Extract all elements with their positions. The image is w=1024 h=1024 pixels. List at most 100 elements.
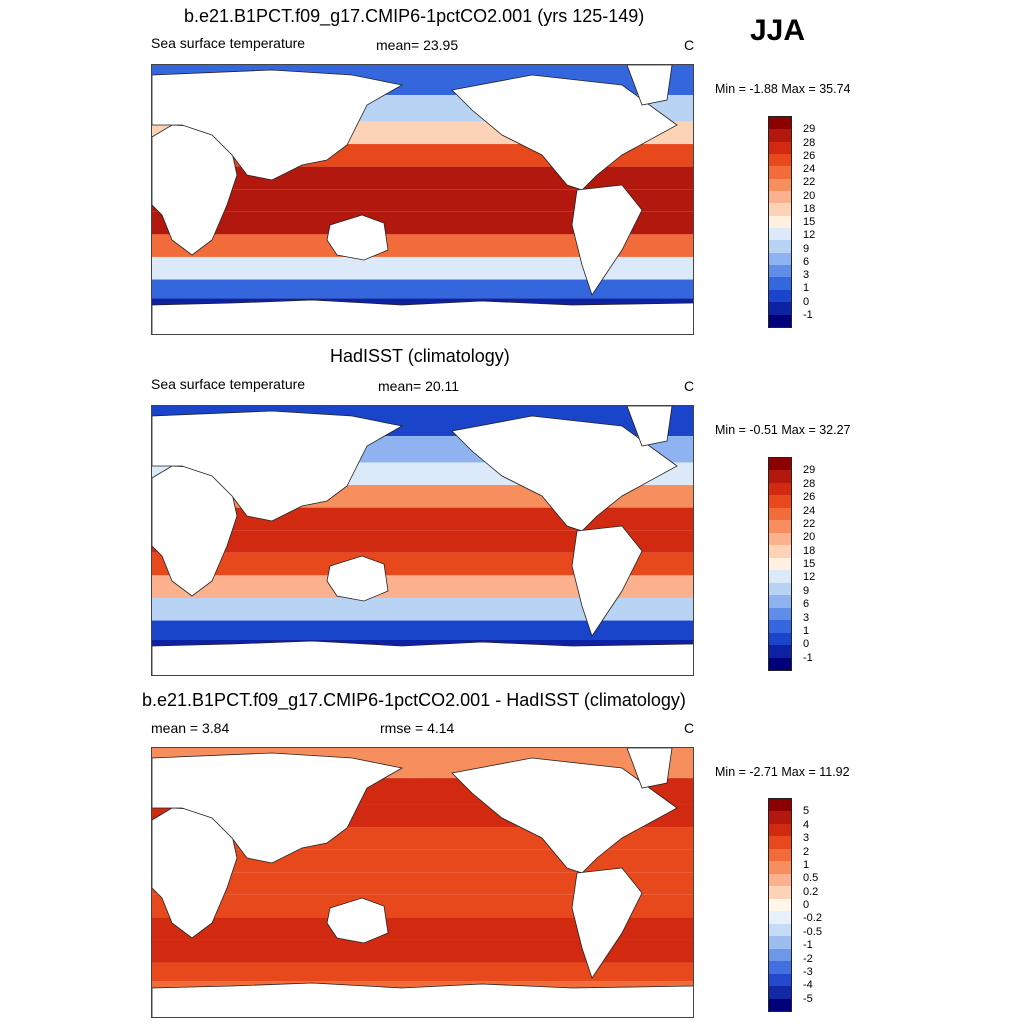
sst-band — [152, 620, 693, 640]
sst-band — [152, 189, 693, 212]
panel-2-colorbar — [768, 457, 792, 671]
sst-band — [152, 939, 693, 963]
colorbar-tick-label: 18 — [803, 544, 816, 557]
colorbar-swatch — [769, 154, 791, 167]
panel-2-mean-label: mean= 20.11 — [378, 378, 460, 394]
colorbar-tick-label: 3 — [803, 611, 810, 624]
colorbar-tick-label: 0.5 — [803, 872, 819, 885]
colorbar-swatch — [769, 178, 791, 192]
colorbar-tick-label: 20 — [803, 189, 816, 202]
panel-2-units-label: C — [684, 378, 695, 394]
land-mass — [152, 640, 693, 675]
colorbar-tick-label: 3 — [803, 832, 810, 845]
land-mass — [152, 299, 693, 334]
season-label: JJA — [750, 14, 806, 47]
colorbar-tick-label: 1 — [803, 624, 810, 637]
panel-2-title: HadISST (climatology) — [330, 346, 510, 366]
colorbar-tick-label: 15 — [803, 216, 816, 228]
colorbar-swatch — [769, 215, 791, 229]
colorbar-tick-label: -3 — [803, 965, 813, 978]
colorbar-tick-label: 26 — [803, 149, 816, 162]
colorbar-swatch — [769, 470, 791, 483]
colorbar-swatch — [769, 495, 791, 508]
colorbar-tick-label: 22 — [803, 517, 816, 530]
colorbar-swatch — [769, 836, 791, 849]
colorbar-swatch — [769, 203, 791, 216]
colorbar-tick-label: 0 — [803, 899, 810, 911]
colorbar-tick-label: 9 — [803, 584, 810, 597]
colorbar-tick-label: 26 — [803, 491, 816, 504]
colorbar-tick-label: 0 — [803, 295, 810, 308]
colorbar-tick-label: 0.2 — [803, 885, 819, 898]
sst-band — [152, 279, 693, 299]
colorbar-swatch — [769, 861, 791, 874]
colorbar-swatch — [769, 289, 791, 303]
colorbar-swatch — [769, 948, 791, 962]
land-mass — [626, 748, 673, 789]
colorbar-tick-label: -0.5 — [803, 925, 822, 938]
colorbar-swatch — [769, 265, 791, 278]
panel-3-mean-label: mean = 3.84 — [151, 720, 230, 736]
colorbar-tick-label: 28 — [803, 136, 816, 149]
colorbar-swatch — [769, 507, 791, 521]
colorbar-tick-label: 24 — [803, 163, 816, 175]
land-mass — [571, 184, 643, 296]
land-mass — [626, 65, 673, 106]
colorbar-tick-label: -0.2 — [803, 912, 822, 925]
panel-1-units-label: C — [684, 37, 695, 53]
land-mass — [571, 525, 643, 637]
colorbar-tick-label: 12 — [803, 571, 816, 584]
colorbar-tick-label: -4 — [803, 979, 813, 992]
land-mass — [152, 982, 693, 1017]
sst-band — [152, 575, 693, 598]
colorbar-swatch — [769, 886, 791, 899]
panel-2-map — [151, 405, 694, 676]
colorbar-swatch — [769, 923, 791, 937]
colorbar-tick-label: 5 — [803, 805, 810, 818]
colorbar-tick-label: 2 — [803, 845, 810, 858]
colorbar-swatch — [769, 595, 791, 608]
colorbar-swatch — [769, 557, 791, 571]
colorbar-swatch — [769, 570, 791, 583]
colorbar-tick-label: -1 — [803, 308, 813, 321]
colorbar-swatch — [769, 240, 791, 253]
colorbar-tick-label: 0 — [803, 638, 810, 651]
panel-1-variable-label: Sea surface temperature — [151, 35, 306, 51]
colorbar-tick-label: -1 — [803, 651, 813, 664]
colorbar-tick-label: -1 — [803, 939, 813, 952]
sst-band — [152, 872, 693, 895]
panel-1-map — [151, 64, 694, 335]
colorbar-tick-label: 15 — [803, 558, 816, 570]
sst-band — [152, 234, 693, 257]
colorbar-swatch — [769, 961, 791, 974]
colorbar-tick-label: 22 — [803, 176, 816, 189]
colorbar-swatch — [769, 936, 791, 949]
colorbar-tick-label: 1 — [803, 858, 810, 871]
colorbar-swatch — [769, 998, 791, 1011]
sst-band — [152, 256, 693, 280]
colorbar-tick-label: 18 — [803, 202, 816, 215]
panel-2-variable-label: Sea surface temperature — [151, 376, 306, 392]
panel-3-colorbar — [768, 798, 792, 1012]
colorbar-swatch — [769, 986, 791, 999]
map-svg — [152, 406, 693, 675]
colorbar-swatch — [769, 848, 791, 862]
sst-band — [152, 894, 693, 918]
map-svg — [152, 748, 693, 1017]
colorbar-swatch — [769, 645, 791, 658]
panel-2-minmax-label: Min = -0.51 Max = 32.27 — [715, 423, 851, 437]
colorbar-tick-label: 9 — [803, 242, 810, 255]
sst-band — [152, 962, 693, 982]
panel-3-rmse-label: rmse = 4.14 — [380, 720, 455, 736]
panel-1-title: b.e21.B1PCT.f09_g17.CMIP6-1pctCO2.001 (y… — [184, 6, 645, 26]
colorbar-tick-label: 1 — [803, 282, 810, 295]
colorbar-swatch — [769, 252, 791, 266]
land-mass — [451, 415, 678, 532]
sst-band — [152, 917, 693, 940]
sst-band — [152, 552, 693, 576]
land-mass — [451, 74, 678, 191]
colorbar-tick-label: -2 — [803, 952, 813, 965]
colorbar-swatch — [769, 520, 791, 533]
colorbar-tick-label: 28 — [803, 477, 816, 490]
land-mass — [152, 410, 404, 522]
